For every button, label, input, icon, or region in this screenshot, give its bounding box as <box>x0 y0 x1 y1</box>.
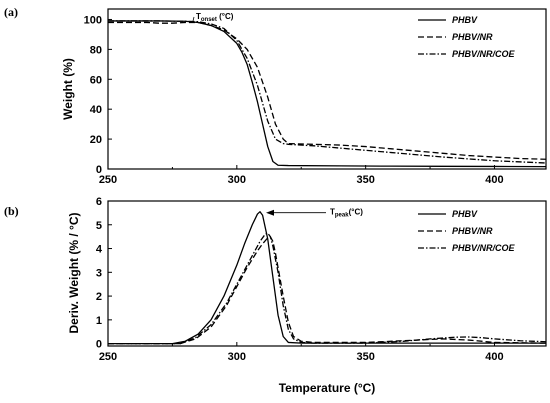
panel-a-onset-annotation: Tonset (°C) <box>192 12 234 23</box>
y-tick-label: 0 <box>96 164 102 176</box>
panel-a-series <box>108 20 547 168</box>
panel-b-y-ticks: 0 1 2 3 4 5 6 <box>96 196 112 351</box>
panel-a-legend: PHBV PHBV/NR PHBV/NR/COE <box>418 15 516 59</box>
panel-a-plot-frame <box>107 8 547 170</box>
y-tick-label: 40 <box>90 104 102 116</box>
panel-a-y-axis-title: Weight (%) <box>61 58 75 120</box>
peak-label: Tpeak(°C) <box>330 208 363 219</box>
legend-label: PHBV/NR/COE <box>452 49 516 59</box>
legend-label: PHBV/NR/COE <box>452 243 516 253</box>
panel-a-weight-chart: (a) 250 300 350 400 0 20 40 60 80 100 Weight (%)… <box>4 5 547 186</box>
y-tick-label: 2 <box>96 291 102 303</box>
y-tick-label: 100 <box>84 14 102 26</box>
series-line-phbv-nr <box>108 21 547 160</box>
y-tick-label: 20 <box>90 134 102 146</box>
legend-label: PHBV/NR <box>452 226 493 236</box>
panel-b-letter: (b) <box>4 204 19 218</box>
onset-label: Tonset (°C) <box>196 12 234 23</box>
panel-b-legend: PHBV PHBV/NR PHBV/NR/COE <box>418 209 516 253</box>
x-tick-label: 300 <box>228 174 246 186</box>
y-tick-label: 80 <box>90 44 102 56</box>
legend-label: PHBV <box>452 209 478 219</box>
y-tick-label: 5 <box>96 220 102 232</box>
panel-b-series <box>108 211 547 345</box>
series-line-phbv <box>108 211 546 345</box>
panel-b-x-axis-title: Temperature (°C) <box>279 381 376 395</box>
x-tick-label: 400 <box>485 351 503 363</box>
panel-b-x-ticks: 250 300 350 400 <box>99 342 504 363</box>
x-tick-label: 250 <box>99 351 117 363</box>
y-tick-label: 1 <box>96 315 102 327</box>
series-line-phbv-nr-coe <box>108 20 547 164</box>
x-tick-label: 400 <box>485 174 503 186</box>
panel-b-derivative-chart: (b) 250 300 350 400 0 1 2 3 4 5 6 Deriv. Weight (… <box>4 196 547 395</box>
legend-label: PHBV/NR <box>452 32 493 42</box>
y-tick-label: 0 <box>96 339 102 351</box>
panel-a-y-ticks: 0 20 40 60 80 100 <box>84 14 112 176</box>
x-tick-label: 300 <box>228 351 246 363</box>
onset-leader-line <box>192 16 195 22</box>
y-tick-label: 3 <box>96 267 102 279</box>
y-tick-label: 6 <box>96 196 102 208</box>
peak-arrow-head <box>266 209 275 216</box>
panel-b-plot-frame <box>107 200 547 347</box>
legend-label: PHBV <box>452 15 478 25</box>
x-tick-label: 350 <box>356 174 374 186</box>
panel-b-y-axis-title: Deriv. Weight (% / °C) <box>67 212 81 333</box>
panel-a-letter: (a) <box>4 5 18 19</box>
y-tick-label: 4 <box>96 244 103 256</box>
y-tick-label: 60 <box>90 74 102 86</box>
series-line-phbv-nr-coe <box>108 232 547 345</box>
x-tick-label: 250 <box>99 174 117 186</box>
panel-a-x-ticks: 250 300 350 400 <box>99 165 504 186</box>
x-tick-label: 350 <box>356 351 374 363</box>
panel-b-peak-annotation: Tpeak(°C) <box>266 208 363 219</box>
